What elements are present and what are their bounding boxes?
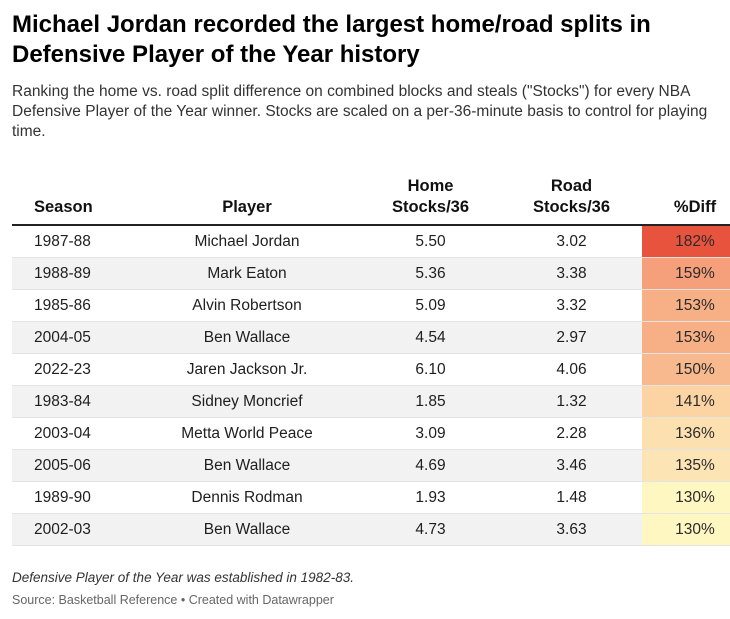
column-header-home-stocks: Home Stocks/36	[360, 176, 501, 226]
chart-subtitle: Ranking the home vs. road split differen…	[12, 83, 708, 140]
cell-player: Sidney Moncrief	[134, 385, 360, 418]
column-header-line2: Season	[34, 198, 93, 216]
cell-home-stocks: 5.09	[360, 289, 501, 322]
table-row: 2022-23 Jaren Jackson Jr. 6.10 4.06 150%	[12, 353, 730, 386]
cell-home-stocks: 6.10	[360, 353, 501, 386]
cell-home-stocks: 1.93	[360, 481, 501, 514]
cell-pct-diff: 135%	[642, 449, 730, 482]
cell-player: Michael Jordan	[134, 225, 360, 258]
cell-pct-diff: 153%	[642, 289, 730, 322]
table-row: 1989-90 Dennis Rodman 1.93 1.48 130%	[12, 481, 730, 514]
cell-pct-diff: 130%	[642, 481, 730, 514]
cell-pct-diff: 136%	[642, 417, 730, 450]
column-header-line2: Stocks/36	[532, 198, 611, 216]
cell-player: Dennis Rodman	[134, 481, 360, 514]
column-header-line2: %Diff	[673, 198, 717, 216]
cell-player: Alvin Robertson	[134, 289, 360, 322]
cell-road-stocks: 3.46	[501, 449, 642, 482]
cell-season: 2022-23	[12, 353, 134, 386]
column-header-pct-diff: %Diff	[642, 176, 730, 226]
cell-season: 1983-84	[12, 385, 134, 418]
column-header-line2: Player	[222, 198, 272, 216]
column-header-line2: Stocks/36	[391, 198, 470, 216]
cell-home-stocks: 4.54	[360, 321, 501, 354]
chart-title: Michael Jordan recorded the largest home…	[12, 11, 651, 68]
cell-player: Ben Wallace	[134, 449, 360, 482]
cell-player: Ben Wallace	[134, 513, 360, 546]
data-table: Season Player Home Stocks/36 Road Stocks…	[12, 176, 730, 546]
cell-season: 1987-88	[12, 225, 134, 258]
cell-road-stocks: 3.38	[501, 257, 642, 290]
cell-player: Jaren Jackson Jr.	[134, 353, 360, 386]
cell-road-stocks: 3.02	[501, 225, 642, 258]
table-row: 1987-88 Michael Jordan 5.50 3.02 182%	[12, 225, 730, 258]
chart-source: Source: Basketball Reference • Created w…	[12, 593, 334, 607]
cell-pct-diff: 159%	[642, 257, 730, 290]
column-header-line1: Road	[550, 177, 593, 195]
cell-road-stocks: 4.06	[501, 353, 642, 386]
cell-season: 2005-06	[12, 449, 134, 482]
cell-home-stocks: 5.36	[360, 257, 501, 290]
table-row: 1983-84 Sidney Moncrief 1.85 1.32 141%	[12, 385, 730, 418]
table-row: 2003-04 Metta World Peace 3.09 2.28 136%	[12, 417, 730, 450]
column-header-line1: Home	[407, 177, 454, 195]
cell-road-stocks: 1.32	[501, 385, 642, 418]
cell-pct-diff: 182%	[642, 225, 730, 258]
cell-pct-diff: 153%	[642, 321, 730, 354]
column-header-player: Player	[134, 176, 360, 226]
cell-home-stocks: 5.50	[360, 225, 501, 258]
cell-player: Ben Wallace	[134, 321, 360, 354]
cell-home-stocks: 4.69	[360, 449, 501, 482]
cell-road-stocks: 3.32	[501, 289, 642, 322]
cell-home-stocks: 3.09	[360, 417, 501, 450]
cell-season: 1985-86	[12, 289, 134, 322]
column-header-road-stocks: Road Stocks/36	[501, 176, 642, 226]
table-header-row: Season Player Home Stocks/36 Road Stocks…	[12, 176, 730, 226]
cell-player: Metta World Peace	[134, 417, 360, 450]
cell-home-stocks: 4.73	[360, 513, 501, 546]
table-row: 2002-03 Ben Wallace 4.73 3.63 130%	[12, 513, 730, 546]
cell-road-stocks: 1.48	[501, 481, 642, 514]
cell-season: 2002-03	[12, 513, 134, 546]
cell-player: Mark Eaton	[134, 257, 360, 290]
cell-road-stocks: 2.28	[501, 417, 642, 450]
table-row: 1985-86 Alvin Robertson 5.09 3.32 153%	[12, 289, 730, 322]
table-row: 1988-89 Mark Eaton 5.36 3.38 159%	[12, 257, 730, 290]
cell-pct-diff: 130%	[642, 513, 730, 546]
cell-season: 2003-04	[12, 417, 134, 450]
table-body: 1987-88 Michael Jordan 5.50 3.02 182% 19…	[12, 225, 730, 546]
cell-season: 1989-90	[12, 481, 134, 514]
cell-road-stocks: 3.63	[501, 513, 642, 546]
cell-season: 1988-89	[12, 257, 134, 290]
table-row: 2004-05 Ben Wallace 4.54 2.97 153%	[12, 321, 730, 354]
cell-home-stocks: 1.85	[360, 385, 501, 418]
cell-road-stocks: 2.97	[501, 321, 642, 354]
chart-notes: Defensive Player of the Year was establi…	[12, 570, 354, 585]
column-header-season: Season	[12, 176, 134, 226]
cell-pct-diff: 141%	[642, 385, 730, 418]
cell-pct-diff: 150%	[642, 353, 730, 386]
cell-season: 2004-05	[12, 321, 134, 354]
table-row: 2005-06 Ben Wallace 4.69 3.46 135%	[12, 449, 730, 482]
